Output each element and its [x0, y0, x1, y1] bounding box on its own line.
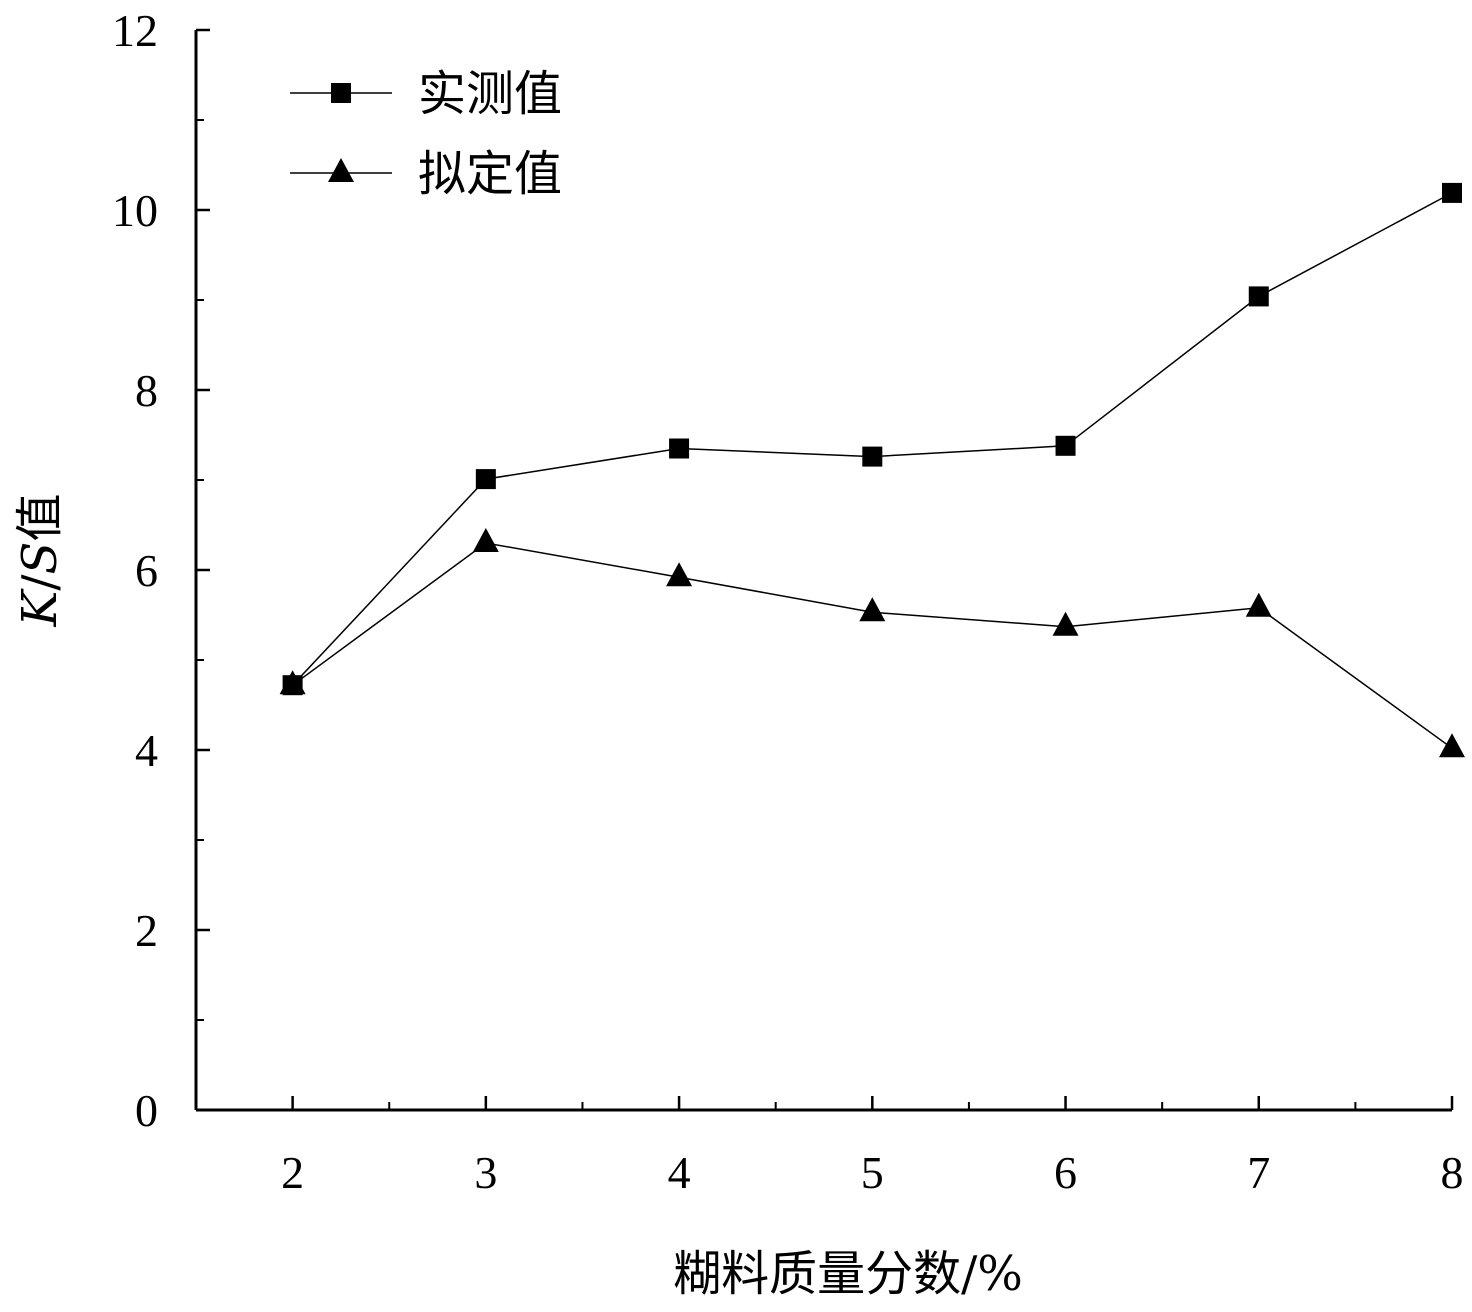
data-point-proposed	[1052, 611, 1079, 636]
data-point-measured	[475, 469, 496, 490]
x-tick-label: 3	[474, 1147, 497, 1198]
ticks: 0 2 4 6 8 10 12 2 3 4 5 6 7 8	[112, 5, 1464, 1198]
y-tick-label: 4	[135, 725, 158, 776]
data-point-proposed	[279, 670, 306, 695]
data-point-proposed	[1439, 733, 1465, 758]
data-point-measured	[1248, 286, 1269, 307]
x-tick-label: 5	[861, 1147, 884, 1198]
legend-marker-measured	[331, 83, 351, 103]
series-lines	[292, 192, 1453, 749]
y-axis-title: K/S值	[12, 494, 68, 628]
x-tick-label: 2	[281, 1147, 304, 1198]
data-point-measured	[1055, 435, 1076, 456]
legend-label-measured: 实测值	[418, 66, 562, 122]
y-axis-title-suffix: 值	[12, 494, 68, 542]
y-tick-label: 12	[112, 5, 158, 56]
x-axis-title: 糊料质量分数/%	[673, 1246, 1023, 1302]
data-point-measured	[1442, 182, 1462, 203]
legend-marker-proposed	[328, 158, 354, 182]
data-point-proposed	[472, 528, 499, 552]
legend-label-proposed: 拟定值	[418, 146, 562, 202]
data-point-measured	[862, 446, 883, 467]
y-axis-title-k: K	[12, 587, 68, 627]
y-tick-label: 0	[135, 1085, 158, 1136]
x-tick-label: 7	[1247, 1147, 1270, 1198]
y-axis-title-s: S	[12, 542, 68, 575]
y-tick-label: 8	[135, 365, 158, 416]
y-tick-label: 2	[135, 905, 158, 956]
x-tick-label: 8	[1441, 1147, 1464, 1198]
series-line-proposed	[292, 542, 1453, 749]
y-tick-label: 10	[112, 185, 158, 236]
series-markers	[279, 182, 1465, 758]
y-tick-label: 6	[135, 545, 158, 596]
data-point-proposed	[666, 562, 693, 587]
legend: 实测值 拟定值	[290, 66, 562, 202]
data-point-proposed	[1245, 592, 1272, 617]
x-tick-label: 6	[1054, 1147, 1077, 1198]
axes	[194, 30, 1452, 1112]
x-tick-label: 4	[668, 1147, 691, 1198]
data-point-proposed	[859, 597, 886, 622]
y-axis-title-slash: /	[12, 574, 68, 591]
data-point-measured	[669, 438, 690, 459]
